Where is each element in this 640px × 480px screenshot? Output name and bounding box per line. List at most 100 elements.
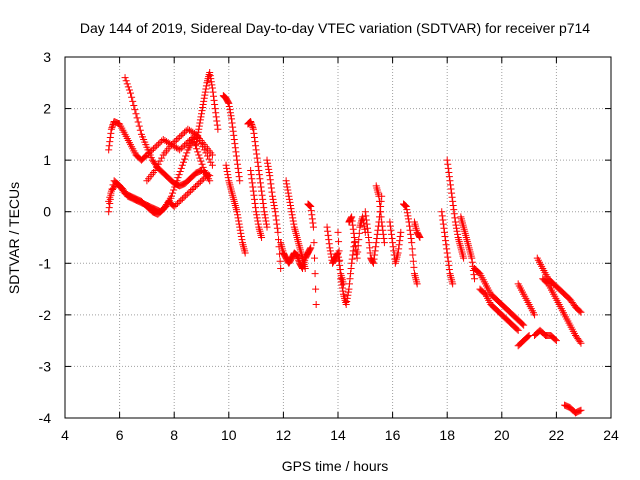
data-point [174,174,182,182]
data-point [403,209,411,217]
data-point [232,152,240,160]
data-point [178,161,186,169]
data-point [408,245,416,253]
data-point [158,154,166,162]
data-point [347,214,355,222]
data-point [379,226,387,234]
data-point [196,116,204,124]
data-point [389,239,397,247]
data-point [373,235,381,243]
data-point [105,197,113,205]
data-point [204,152,212,160]
data-point [452,221,460,229]
data-point [445,265,453,273]
data-point [306,245,314,253]
data-point [268,192,276,200]
data-point [193,138,201,146]
data-point [288,208,296,216]
data-point [520,321,528,329]
data-point [213,121,221,129]
data-point [210,92,218,100]
data-point [348,259,356,267]
x-tick-label: 22 [549,427,565,443]
data-point [449,197,457,205]
data-point [285,195,293,203]
data-point [202,149,210,157]
data-point [203,172,211,180]
data-point [403,206,411,214]
data-point [336,265,344,273]
y-tick-label: -2 [39,307,52,323]
data-point [269,195,277,203]
data-point [404,215,412,223]
data-point [247,166,255,174]
data-point [576,307,584,315]
data-point [154,160,162,168]
y-tick-label: 0 [43,204,51,220]
data-point [445,261,453,269]
data-point [179,158,187,166]
data-point [261,211,269,219]
data-point [354,248,362,256]
data-point [445,169,453,177]
data-point [108,185,116,193]
data-point [250,195,258,203]
data-point [255,166,263,174]
data-point [531,311,539,319]
data-point [259,195,267,203]
data-point [274,228,282,236]
data-point [264,159,272,167]
data-point [401,201,409,209]
data-point [193,145,201,153]
data-point [177,131,185,139]
data-point [211,105,219,113]
data-point [182,127,190,135]
data-point [223,164,231,172]
data-point [273,220,281,228]
data-point [373,230,381,238]
data-point [200,97,208,105]
data-point [380,239,388,247]
data-point [334,228,342,236]
data-point [238,236,246,244]
data-point [324,231,332,239]
x-tick-label: 4 [61,427,69,443]
data-point [306,202,314,210]
data-point [123,80,131,88]
data-point [285,192,293,200]
data-point [250,133,258,141]
data-point [121,74,129,82]
data-point [136,126,144,134]
data-point [253,214,261,222]
data-point [344,291,352,299]
data-point [361,208,369,216]
data-point [193,134,201,142]
data-point [325,236,333,244]
data-point [349,225,357,233]
data-point [201,91,209,99]
data-point [256,175,264,183]
data-point [443,245,451,253]
data-point [444,160,452,168]
data-point [158,137,166,145]
data-point [309,223,317,231]
data-point [301,264,309,272]
data-point [266,172,274,180]
data-point [198,176,206,184]
data-point [337,275,345,283]
data-point [177,144,185,152]
data-point [236,223,244,231]
data-point [252,204,260,212]
data-point [351,238,359,246]
data-point [197,157,205,165]
data-point [371,251,379,259]
data-point [336,256,344,264]
data-point [252,208,260,216]
data-point [287,205,295,213]
data-point [276,257,284,265]
data-point [241,249,249,257]
data-point [402,202,410,210]
data-point [323,223,331,231]
data-point [208,161,216,169]
data-point [253,211,261,219]
